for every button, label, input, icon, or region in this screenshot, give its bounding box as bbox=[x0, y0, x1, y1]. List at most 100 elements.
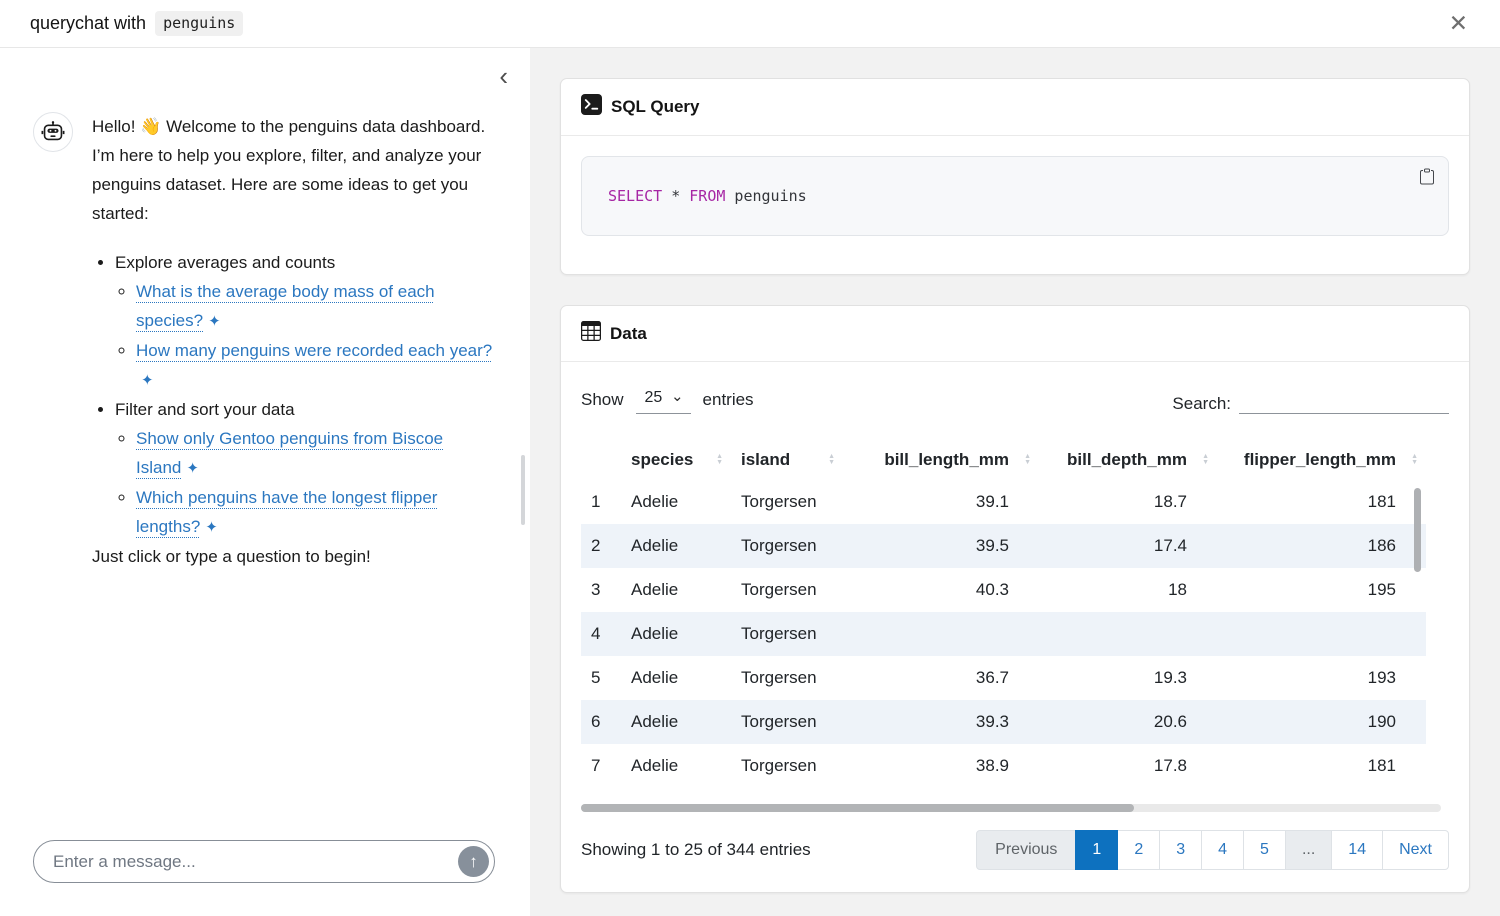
sql-query-card: SQL Query SELECT * FROM penguins bbox=[560, 78, 1470, 275]
sql-card-header: SQL Query bbox=[561, 79, 1469, 136]
suggestion-link[interactable]: Which penguins have the longest flipper … bbox=[136, 488, 437, 536]
chat-input-bar: ↑ bbox=[0, 840, 530, 916]
table-cell: 38.9 bbox=[975, 756, 1009, 775]
column-header-bill_length_mm[interactable]: bill_length_mm ▲ ▼ bbox=[843, 440, 1039, 480]
suggestion-item: How many penguins were recorded each yea… bbox=[136, 336, 494, 395]
sql-token: FROM bbox=[689, 187, 726, 205]
data-card-header: Data bbox=[561, 306, 1469, 362]
entries-label: entries bbox=[702, 390, 754, 409]
outro-text: Just click or type a question to begin! bbox=[92, 547, 371, 566]
table-row: 3 Adelie Torgersen 40.3 18 195 bbox=[581, 568, 1426, 612]
sql-code: SELECT * FROM penguins bbox=[608, 187, 807, 205]
pagination-button-2[interactable]: 2 bbox=[1117, 830, 1161, 870]
suggestion-text: How many penguins were recorded each yea… bbox=[136, 341, 493, 360]
table-cell: Adelie bbox=[631, 492, 679, 511]
sort-asc-icon: ▲ bbox=[1411, 453, 1418, 460]
page-title-text: querychat with bbox=[30, 13, 147, 33]
table-row: 2 Adelie Torgersen 39.5 17.4 186 bbox=[581, 524, 1426, 568]
table-cell: 18 bbox=[1168, 580, 1187, 599]
table-cell: 36.7 bbox=[975, 668, 1009, 687]
suggestion-text: What is the average body mass of each sp… bbox=[136, 282, 435, 330]
suggestion-link[interactable]: What is the average body mass of each sp… bbox=[136, 282, 435, 330]
chat-scrollbar[interactable] bbox=[521, 455, 525, 525]
table-cell: Torgersen bbox=[741, 492, 817, 511]
table-row: 7 Adelie Torgersen 38.9 17.8 181 bbox=[581, 744, 1426, 788]
page-length-select[interactable]: 25 bbox=[635, 386, 691, 414]
message-input[interactable] bbox=[33, 840, 495, 883]
main-panel: SQL Query SELECT * FROM penguins bbox=[530, 48, 1500, 916]
pagination-button-5[interactable]: 5 bbox=[1243, 830, 1286, 870]
sort-icon: ▲ ▼ bbox=[716, 453, 723, 466]
table-cell: Torgersen bbox=[741, 668, 817, 687]
table-cell: Torgersen bbox=[741, 712, 817, 731]
table-row: 5 Adelie Torgersen 36.7 19.3 193 bbox=[581, 656, 1426, 700]
row-index-cell: 6 bbox=[591, 712, 601, 731]
send-message-icon[interactable]: ↑ bbox=[458, 846, 489, 877]
pagination-button-previous: Previous bbox=[976, 830, 1077, 870]
copy-icon[interactable] bbox=[1419, 167, 1435, 189]
column-header-island[interactable]: island ▲ ▼ bbox=[731, 440, 843, 480]
chat-message-area: Hello! 👋 Welcome to the penguins data da… bbox=[0, 48, 530, 840]
pagination-button-14[interactable]: 14 bbox=[1331, 830, 1384, 870]
close-icon[interactable]: ✕ bbox=[1443, 11, 1474, 36]
sort-icon: ▲ ▼ bbox=[1024, 453, 1031, 466]
column-header-bill_depth_mm[interactable]: bill_depth_mm ▲ ▼ bbox=[1039, 440, 1217, 480]
assistant-message-body: Hello! 👋 Welcome to the penguins data da… bbox=[92, 112, 494, 571]
collapse-sidebar-icon[interactable]: ‹ bbox=[493, 62, 514, 90]
pagination: Previous 1 2 3 4 5... 14 Next bbox=[976, 830, 1449, 870]
sort-icon: ▲ ▼ bbox=[828, 453, 835, 466]
table-cell: 19.3 bbox=[1153, 668, 1187, 687]
table-body: 1 Adelie Torgersen 39.1 18.7 181 2 Adelie Torger… bbox=[581, 480, 1426, 788]
suggestion-link[interactable]: How many penguins were recorded each yea… bbox=[136, 341, 492, 389]
dataset-name-chip: penguins bbox=[155, 11, 244, 36]
suggestion-link[interactable]: Show only Gentoo penguins from Biscoe Is… bbox=[136, 429, 443, 477]
pagination-button-next[interactable]: Next bbox=[1382, 830, 1449, 870]
sql-token: SELECT bbox=[608, 187, 663, 205]
sort-desc-icon: ▼ bbox=[1202, 459, 1209, 466]
pagination-button-1[interactable]: 1 bbox=[1075, 830, 1119, 870]
sparkle-icon: ✦ bbox=[205, 519, 218, 536]
table-cell: Torgersen bbox=[741, 580, 817, 599]
table-icon bbox=[581, 321, 601, 346]
table-horizontal-scrollbar[interactable] bbox=[581, 804, 1134, 812]
column-label: flipper_length_mm bbox=[1243, 450, 1396, 469]
table-cell: 40.3 bbox=[975, 580, 1009, 599]
column-label: island bbox=[741, 450, 791, 469]
row-index-cell: 1 bbox=[591, 492, 601, 511]
pagination-button-4[interactable]: 4 bbox=[1201, 830, 1245, 870]
search-control: Search: bbox=[1172, 386, 1449, 414]
data-card-title: Data bbox=[610, 323, 647, 343]
table-cell: Adelie bbox=[631, 536, 679, 555]
search-input[interactable] bbox=[1239, 386, 1449, 414]
sparkle-icon: ✦ bbox=[208, 313, 221, 330]
sort-asc-icon: ▲ bbox=[828, 453, 835, 460]
table-cell: 39.3 bbox=[975, 712, 1009, 731]
terminal-icon bbox=[581, 94, 602, 120]
table-cell: 195 bbox=[1367, 580, 1396, 599]
topic-label: Explore averages and counts bbox=[115, 253, 336, 272]
show-label: Show bbox=[581, 390, 624, 409]
table-cell: 181 bbox=[1367, 492, 1396, 511]
column-label: bill_depth_mm bbox=[1067, 450, 1187, 469]
sort-desc-icon: ▼ bbox=[1024, 459, 1031, 466]
column-header-flipper_length_mm[interactable]: flipper_length_mm ▲ ▼ bbox=[1217, 440, 1426, 480]
table-vertical-scrollbar[interactable] bbox=[1414, 488, 1421, 572]
table-header-row: species ▲ ▼ island ▲ ▼ bill_length_mm ▲ ▼ bill_de… bbox=[581, 440, 1426, 480]
suggestion-list: Show only Gentoo penguins from Biscoe Is… bbox=[115, 424, 494, 542]
table-cell: Adelie bbox=[631, 580, 679, 599]
topic-item: Explore averages and counts What is the a… bbox=[115, 248, 494, 395]
table-cell: Adelie bbox=[631, 624, 679, 643]
table-controls: Show 25 ⌄ entries Search: bbox=[581, 386, 1449, 414]
sort-icon: ▲ ▼ bbox=[1202, 453, 1209, 466]
column-label: species bbox=[631, 450, 694, 469]
column-header-species[interactable]: species ▲ ▼ bbox=[621, 440, 731, 480]
column-label: bill_length_mm bbox=[884, 450, 1009, 469]
table-cell: 193 bbox=[1367, 668, 1396, 687]
sort-icon: ▲ ▼ bbox=[1411, 453, 1418, 466]
table-cell: Torgersen bbox=[741, 756, 817, 775]
suggestion-item: Show only Gentoo penguins from Biscoe Is… bbox=[136, 424, 494, 483]
sql-code-block: SELECT * FROM penguins bbox=[581, 156, 1449, 236]
sql-card-title: SQL Query bbox=[611, 97, 700, 116]
table-cell: Torgersen bbox=[741, 536, 817, 555]
pagination-button-3[interactable]: 3 bbox=[1159, 830, 1203, 870]
